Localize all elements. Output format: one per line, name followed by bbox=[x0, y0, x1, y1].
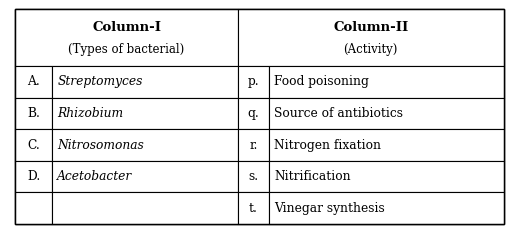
Text: Rhizobium: Rhizobium bbox=[57, 107, 123, 120]
Text: (Activity): (Activity) bbox=[343, 43, 398, 56]
Bar bbox=[52, 66, 237, 98]
Text: Column-II: Column-II bbox=[333, 21, 408, 34]
Bar bbox=[52, 98, 237, 129]
Text: Streptomyces: Streptomyces bbox=[57, 76, 142, 88]
Text: p.: p. bbox=[248, 76, 259, 88]
Text: Nitrogen fixation: Nitrogen fixation bbox=[274, 139, 381, 152]
Bar bbox=[15, 192, 52, 224]
Bar bbox=[15, 66, 52, 98]
Bar bbox=[15, 129, 52, 161]
Bar bbox=[237, 98, 269, 129]
Bar bbox=[15, 161, 52, 192]
Bar bbox=[237, 129, 269, 161]
Text: Food poisoning: Food poisoning bbox=[274, 76, 370, 88]
Bar bbox=[52, 192, 237, 224]
Bar bbox=[269, 98, 504, 129]
Text: s.: s. bbox=[248, 170, 259, 183]
Text: t.: t. bbox=[249, 202, 258, 215]
Bar bbox=[237, 161, 269, 192]
Text: Nitrification: Nitrification bbox=[274, 170, 351, 183]
Bar bbox=[237, 66, 269, 98]
Bar bbox=[269, 192, 504, 224]
Bar bbox=[269, 66, 504, 98]
Text: B.: B. bbox=[27, 107, 40, 120]
Bar bbox=[15, 9, 237, 66]
Text: r.: r. bbox=[249, 139, 258, 152]
Text: Column-I: Column-I bbox=[92, 21, 161, 34]
Text: A.: A. bbox=[27, 76, 40, 88]
Bar bbox=[237, 192, 269, 224]
Text: Nitrosomonas: Nitrosomonas bbox=[57, 139, 144, 152]
Bar bbox=[269, 129, 504, 161]
Bar bbox=[15, 98, 52, 129]
Text: Vinegar synthesis: Vinegar synthesis bbox=[274, 202, 385, 215]
Text: Source of antibiotics: Source of antibiotics bbox=[274, 107, 403, 120]
Text: Acetobacter: Acetobacter bbox=[57, 170, 133, 183]
Text: q.: q. bbox=[248, 107, 260, 120]
Text: (Types of bacterial): (Types of bacterial) bbox=[68, 43, 185, 56]
Text: C.: C. bbox=[27, 139, 40, 152]
Bar bbox=[52, 161, 237, 192]
Bar bbox=[237, 9, 504, 66]
Text: D.: D. bbox=[27, 170, 41, 183]
Bar bbox=[52, 129, 237, 161]
Bar bbox=[269, 161, 504, 192]
